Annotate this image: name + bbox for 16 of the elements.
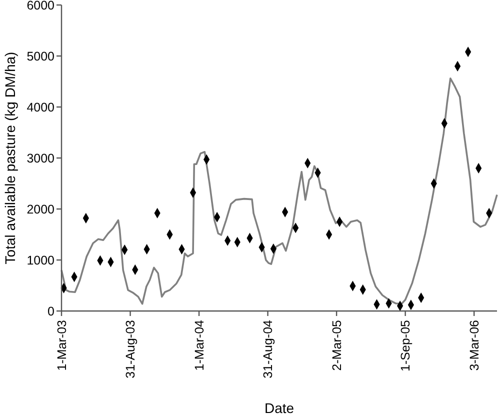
x-tick-label: 1-Sep-05	[398, 320, 413, 372]
x-tick-label: 31-Aug-04	[261, 320, 276, 378]
x-tick-label: 2-Mar-05	[330, 320, 344, 371]
y-tick-label: 6000	[26, 0, 55, 12]
y-tick-label: 3000	[26, 151, 55, 166]
x-tick-label: 31-Aug-03	[124, 320, 138, 378]
y-tick-label: 4000	[26, 100, 55, 114]
y-tick-label: 0	[48, 304, 55, 318]
y-tick-label: 2000	[26, 202, 55, 216]
x-axis-title: Date	[264, 400, 294, 416]
y-tick-label: 5000	[26, 49, 55, 64]
y-tick-label: 1000	[26, 253, 55, 268]
x-tick-label: 3-Mar-06	[467, 320, 482, 371]
x-tick-label: 1-Mar-03	[54, 320, 69, 371]
y-axis-title: Total available pasture (kg DM/ha)	[2, 52, 18, 264]
x-tick-label: 1-Mar-04	[192, 320, 206, 371]
